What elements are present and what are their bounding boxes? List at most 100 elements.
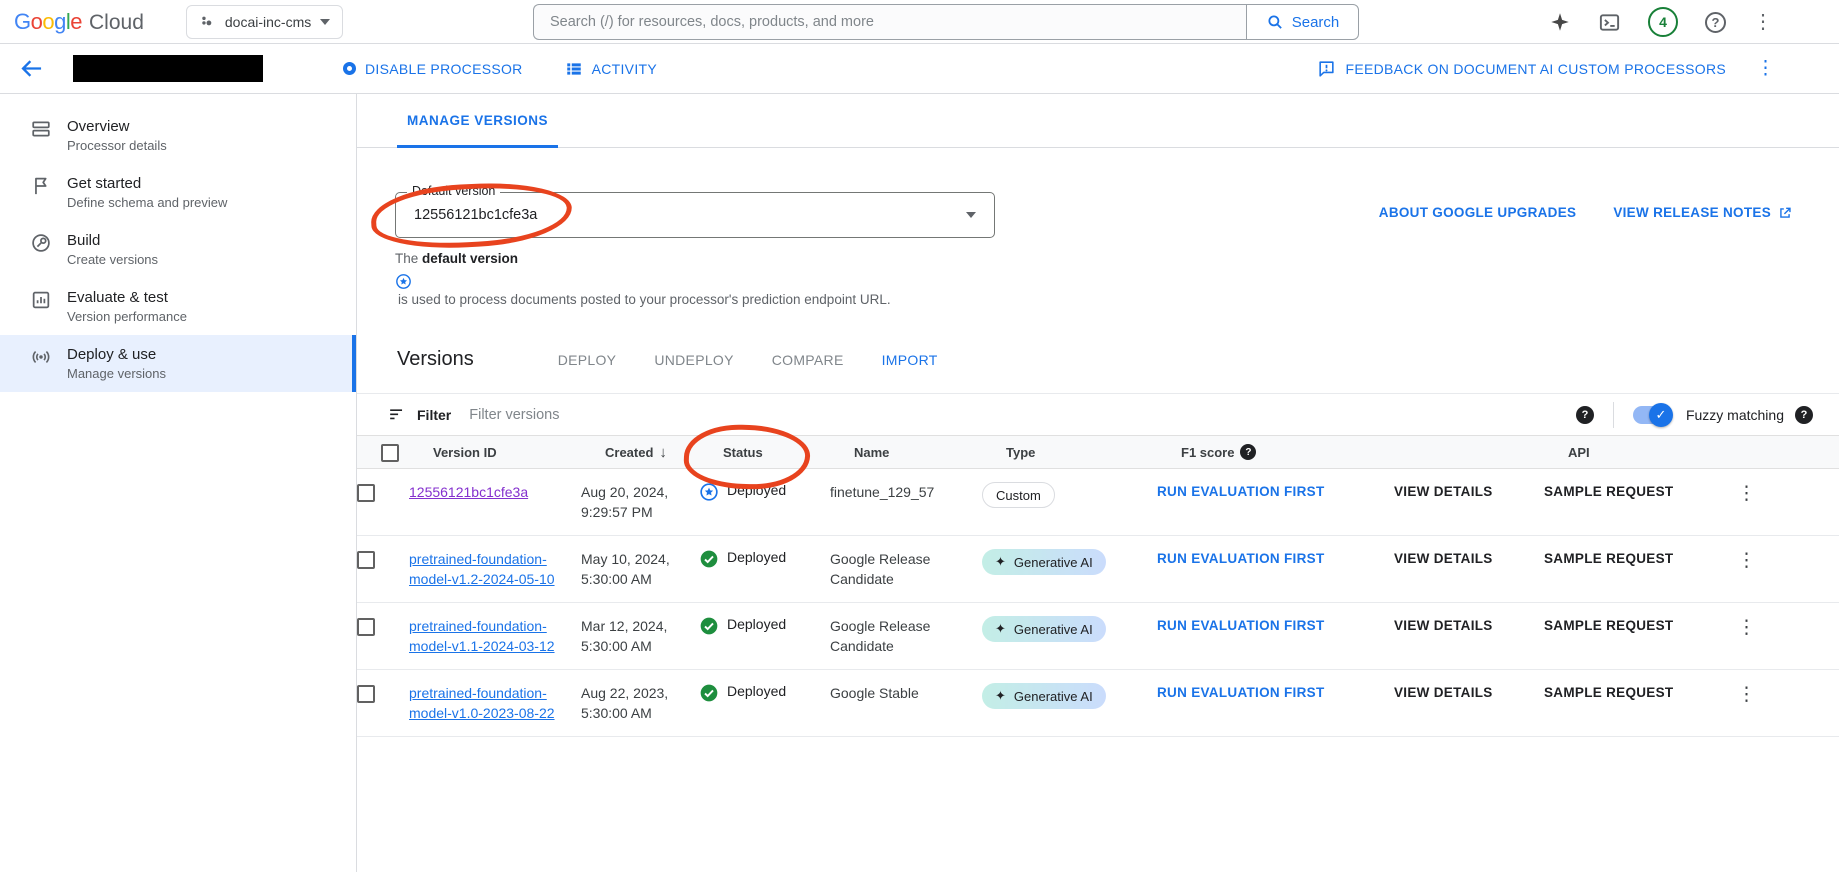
undeploy-button[interactable]: UNDEPLOY xyxy=(654,351,734,368)
overview-icon xyxy=(30,116,54,155)
search-input[interactable] xyxy=(533,4,1246,40)
row-more-options-icon[interactable]: ⋮ xyxy=(1737,550,1756,571)
search-button[interactable]: Search xyxy=(1246,4,1359,40)
default-version-select[interactable]: Default version 12556121bc1cfe3a xyxy=(395,184,995,238)
sidebar-item-evaluate-test[interactable]: Evaluate & test Version performance xyxy=(0,278,356,335)
column-api: API xyxy=(1568,444,1590,460)
activity-button[interactable]: ACTIVITY xyxy=(565,60,657,78)
run-evaluation-first-link[interactable]: RUN EVALUATION FIRST xyxy=(1157,685,1325,700)
run-evaluation-first-link[interactable]: RUN EVALUATION FIRST xyxy=(1157,551,1325,566)
disable-processor-button[interactable]: DISABLE PROCESSOR xyxy=(343,61,523,77)
type-chip-generative-ai: ✦ Generative AI xyxy=(982,683,1106,709)
sample-request-link[interactable]: SAMPLE REQUEST xyxy=(1544,551,1674,566)
view-details-link[interactable]: VIEW DETAILS xyxy=(1394,618,1493,633)
row-more-options-icon[interactable]: ⋮ xyxy=(1737,483,1756,504)
column-type: Type xyxy=(1006,444,1036,460)
filter-bar: Filter ? ✓ Fuzzy matching ? xyxy=(357,393,1839,435)
row-more-options-icon[interactable]: ⋮ xyxy=(1737,684,1756,705)
top-navigation-bar: Google Cloud docai-inc-cms Search xyxy=(0,0,1839,44)
row-checkbox[interactable] xyxy=(357,484,375,502)
upgrade-links: ABOUT GOOGLE UPGRADES VIEW RELEASE NOTES xyxy=(1379,192,1792,314)
about-google-upgrades-link[interactable]: ABOUT GOOGLE UPGRADES xyxy=(1378,205,1577,220)
run-evaluation-first-link[interactable]: RUN EVALUATION FIRST xyxy=(1157,618,1325,633)
name-cell: Google Release Candidate xyxy=(830,551,931,587)
version-id-link[interactable]: 12556121bc1cfe3a xyxy=(409,484,529,500)
fuzzy-help-icon[interactable]: ? xyxy=(1795,405,1813,424)
filter-label: Filter xyxy=(417,406,452,423)
column-created[interactable]: Created ↓ xyxy=(605,443,667,461)
sparkle-icon: ✦ xyxy=(995,554,1006,569)
view-details-link[interactable]: VIEW DETAILS xyxy=(1394,484,1493,499)
table-row: pretrained-foundation-model-v1.0-2023-08… xyxy=(357,670,1839,737)
compare-button[interactable]: COMPARE xyxy=(771,351,844,368)
name-cell: Google Stable xyxy=(830,685,919,701)
status-cell: Deployed xyxy=(699,616,830,636)
row-checkbox[interactable] xyxy=(357,685,375,703)
deployed-check-icon xyxy=(699,549,719,569)
notifications-badge[interactable]: 4 xyxy=(1648,7,1678,37)
default-version-help-text: The default version is used to process d… xyxy=(395,249,943,314)
google-cloud-logo[interactable]: Google Cloud xyxy=(14,9,144,35)
chevron-down-icon xyxy=(320,18,331,25)
sidebar-item-overview[interactable]: Overview Processor details xyxy=(0,107,356,164)
back-arrow-button[interactable] xyxy=(18,55,45,82)
search-icon xyxy=(1266,13,1284,31)
redacted-processor-name xyxy=(73,55,263,82)
run-evaluation-first-link[interactable]: RUN EVALUATION FIRST xyxy=(1157,484,1325,499)
sort-descending-icon[interactable]: ↓ xyxy=(659,443,667,461)
toggle-check-icon: ✓ xyxy=(1648,402,1673,427)
sample-request-link[interactable]: SAMPLE REQUEST xyxy=(1544,618,1674,633)
gemini-sparkle-icon[interactable] xyxy=(1549,11,1571,33)
status-label: Deployed xyxy=(727,549,787,565)
sample-request-link[interactable]: SAMPLE REQUEST xyxy=(1544,685,1674,700)
sidebar-item-deploy-use[interactable]: Deploy & use Manage versions xyxy=(0,335,356,392)
more-options-icon[interactable]: ⋮ xyxy=(1753,11,1773,33)
tab-manage-versions[interactable]: MANAGE VERSIONS xyxy=(397,94,559,148)
main-content: MANAGE VERSIONS Default version 12556121… xyxy=(357,94,1839,872)
row-checkbox[interactable] xyxy=(357,551,375,569)
topbar-icon-group: 4 ? ⋮ xyxy=(1549,0,1773,44)
filter-versions-input[interactable] xyxy=(469,406,1576,423)
feedback-button[interactable]: FEEDBACK ON DOCUMENT AI CUSTOM PROCESSOR… xyxy=(1317,59,1726,78)
created-cell: May 10, 2024, 5:30:00 AM xyxy=(581,551,670,587)
deployed-check-icon xyxy=(699,616,719,636)
column-version-id: Version ID xyxy=(433,444,497,460)
cloud-shell-icon[interactable] xyxy=(1598,11,1621,34)
dropdown-arrow-icon xyxy=(966,212,976,218)
deploy-button[interactable]: DEPLOY xyxy=(557,351,617,368)
sidebar-item-build[interactable]: Build Create versions xyxy=(0,221,356,278)
view-details-link[interactable]: VIEW DETAILS xyxy=(1394,551,1493,566)
select-all-checkbox[interactable] xyxy=(381,444,399,462)
versions-table-header: Version ID Created ↓ Status Name Type F1… xyxy=(357,435,1839,469)
versions-toolbar: Versions DEPLOY UNDEPLOY COMPARE IMPORT xyxy=(397,348,1799,371)
column-name: Name xyxy=(854,444,890,460)
processor-sidebar: Overview Processor details Get started D… xyxy=(0,94,357,872)
status-label: Deployed xyxy=(727,683,787,699)
page-more-options-icon[interactable]: ⋮ xyxy=(1756,58,1775,79)
row-more-options-icon[interactable]: ⋮ xyxy=(1737,617,1756,638)
feedback-icon xyxy=(1317,59,1336,78)
project-selector[interactable]: docai-inc-cms xyxy=(185,4,344,39)
view-details-link[interactable]: VIEW DETAILS xyxy=(1394,685,1493,700)
created-cell: Aug 20, 2024, 9:29:57 PM xyxy=(581,484,669,520)
version-id-link[interactable]: pretrained-foundation-model-v1.1-2024-03… xyxy=(409,618,555,654)
version-id-link[interactable]: pretrained-foundation-model-v1.2-2024-05… xyxy=(409,551,555,587)
sample-request-link[interactable]: SAMPLE REQUEST xyxy=(1544,484,1674,499)
row-checkbox[interactable] xyxy=(357,618,375,636)
f1-help-icon[interactable]: ? xyxy=(1240,444,1257,460)
type-chip-custom: Custom xyxy=(982,482,1055,508)
help-icon[interactable]: ? xyxy=(1705,11,1726,33)
fuzzy-matching-toggle[interactable]: ✓ xyxy=(1632,402,1673,427)
sidebar-item-get-started[interactable]: Get started Define schema and preview xyxy=(0,164,356,221)
filter-help-icon[interactable]: ? xyxy=(1575,405,1594,424)
broadcast-icon xyxy=(30,344,54,383)
name-cell: Google Release Candidate xyxy=(830,618,931,654)
status-label: Deployed xyxy=(727,482,787,498)
import-button[interactable]: IMPORT xyxy=(881,351,938,368)
sparkle-icon: ✦ xyxy=(995,621,1006,636)
version-id-link[interactable]: pretrained-foundation-model-v1.0-2023-08… xyxy=(409,685,555,721)
default-star-icon xyxy=(395,273,943,290)
external-link-icon xyxy=(1778,206,1792,220)
divider xyxy=(1612,401,1614,428)
view-release-notes-link[interactable]: VIEW RELEASE NOTES xyxy=(1613,205,1792,220)
